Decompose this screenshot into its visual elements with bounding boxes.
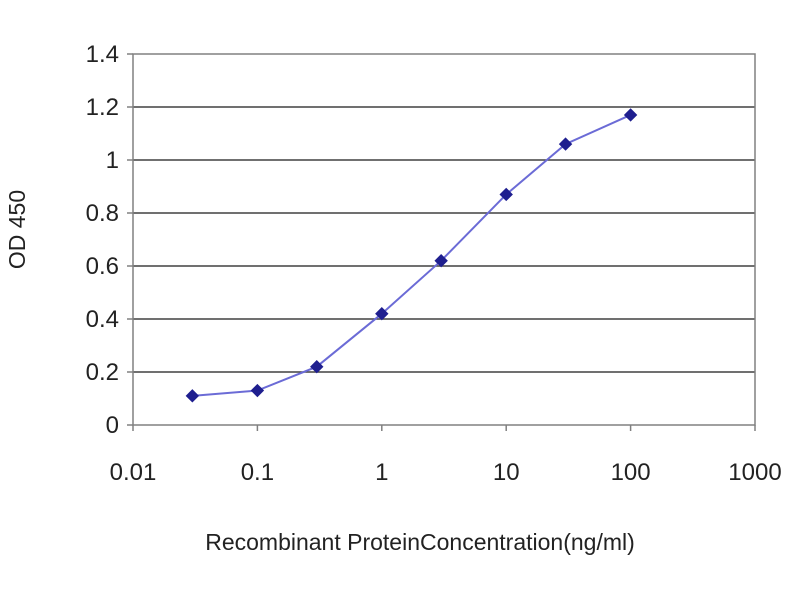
plot-area — [132, 53, 756, 426]
x-tick-label: 1000 — [728, 459, 781, 486]
x-tick-label: 0.1 — [241, 459, 274, 486]
y-tick-label: 0.2 — [86, 359, 119, 386]
x-tick-label: 10 — [493, 459, 520, 486]
data-point — [434, 253, 448, 268]
y-tick-label: 1.4 — [86, 41, 119, 68]
gridlines — [133, 106, 755, 373]
y-tick-label: 0 — [106, 412, 119, 439]
data-series — [185, 108, 638, 403]
data-point — [558, 137, 573, 151]
data-point — [250, 383, 265, 398]
data-point — [185, 389, 200, 403]
x-axis-label: Recombinant ProteinConcentration(ng/ml) — [205, 529, 635, 555]
series-line — [192, 114, 632, 397]
x-axis-ticks: 0.01 0.1 1 10 100 1000 — [110, 425, 782, 486]
y-axis-label: OD 450 — [4, 190, 30, 269]
data-point — [499, 187, 513, 202]
x-tick-label: 1 — [375, 459, 388, 486]
y-tick-label: 1 — [106, 147, 119, 174]
data-point — [310, 359, 324, 374]
y-tick-label: 0.6 — [86, 253, 119, 280]
data-point — [623, 108, 638, 122]
x-tick-label: 100 — [611, 459, 651, 486]
x-tick-label: 0.01 — [110, 459, 157, 486]
y-tick-label: 0.4 — [86, 306, 119, 333]
y-tick-label: 1.2 — [86, 94, 119, 121]
y-tick-label: 0.8 — [86, 200, 119, 227]
y-axis-ticks: 0 0.2 0.4 0.6 0.8 1 1.2 1.4 — [86, 41, 133, 439]
data-point — [375, 306, 389, 321]
